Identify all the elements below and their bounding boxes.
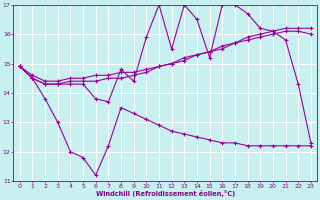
X-axis label: Windchill (Refroidissement éolien,°C): Windchill (Refroidissement éolien,°C) bbox=[96, 190, 235, 197]
